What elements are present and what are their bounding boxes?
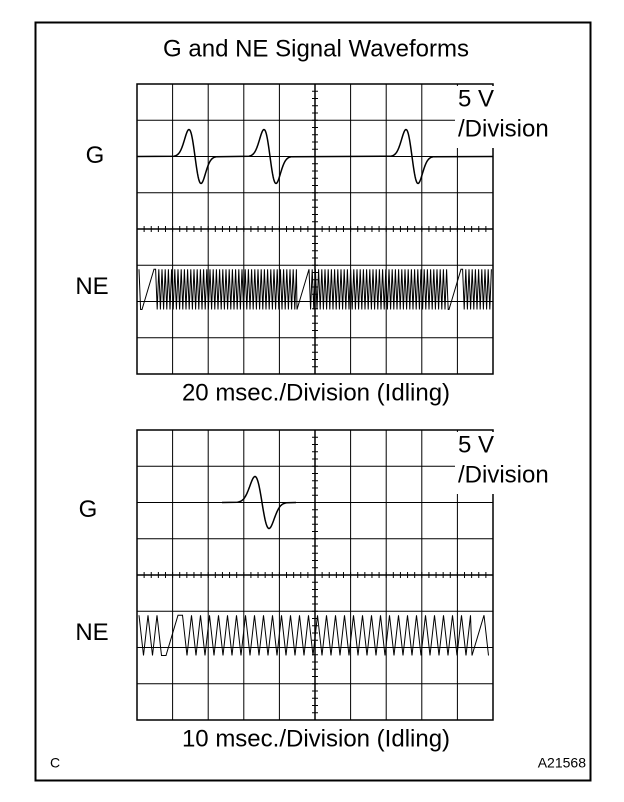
label-backdrop bbox=[455, 432, 565, 494]
label-backdrop bbox=[455, 86, 565, 148]
time-label: 20 msec./Division (Idling) bbox=[182, 379, 450, 406]
signal-label: NE bbox=[75, 619, 108, 646]
title: G and NE Signal Waveforms bbox=[163, 35, 469, 62]
scale-label: 5 V bbox=[458, 85, 494, 112]
scale-label: 5 V bbox=[458, 431, 494, 458]
scale-label: /Division bbox=[458, 115, 549, 142]
g-waveform bbox=[221, 475, 297, 530]
ne-waveform bbox=[138, 268, 492, 310]
scale-label: /Division bbox=[458, 461, 549, 488]
signal-label: G bbox=[86, 142, 105, 169]
signal-label: NE bbox=[75, 273, 108, 300]
panel: 5 V/Division G NE 10 msec./Division (Idling… bbox=[75, 429, 565, 752]
panel: 5 V/Division G NE 20 msec./Division (Idling… bbox=[75, 83, 565, 406]
footer-left: C bbox=[50, 755, 60, 771]
signal-label: G bbox=[79, 496, 98, 523]
g-waveform bbox=[136, 128, 494, 185]
footer-right: A21568 bbox=[538, 755, 586, 771]
time-label: 10 msec./Division (Idling) bbox=[182, 725, 450, 752]
ne-waveform bbox=[138, 614, 489, 656]
